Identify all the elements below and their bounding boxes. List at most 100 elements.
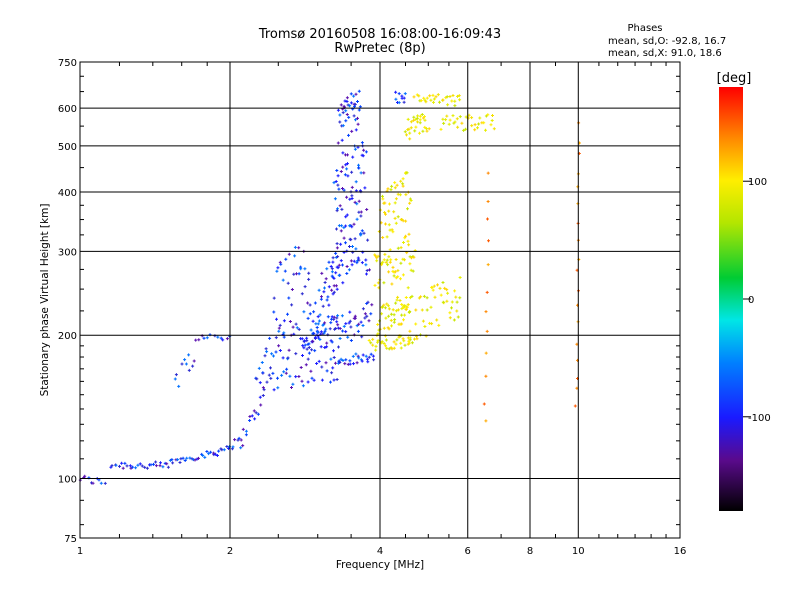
data-point [434,95,438,99]
data-point [470,124,474,128]
data-point [239,438,243,442]
data-point [340,138,344,142]
data-point [349,101,353,105]
data-point [425,96,429,100]
data-point [351,155,355,159]
data-point [336,314,340,318]
data-point [332,290,336,294]
data-point [396,308,400,312]
data-point [402,339,406,343]
data-point [353,147,357,151]
data-point [416,120,419,124]
data-point [191,364,195,368]
data-point [414,308,418,312]
data-point [260,361,264,364]
x-axis-label: Frequency [MHz] [336,559,424,571]
data-point [261,394,265,397]
data-point [284,371,288,375]
data-point [382,342,386,345]
data-point [255,377,259,381]
data-point [439,293,443,297]
data-point [381,260,385,264]
data-point [277,329,281,333]
data-point [346,153,349,157]
data-point [352,222,356,226]
data-point [410,341,414,345]
data-point [383,201,387,205]
data-point [336,255,340,259]
data-point [455,117,459,121]
data-point [356,116,359,120]
x-tick-label: 8 [527,546,533,557]
data-point [363,312,367,316]
data-point [478,116,482,120]
data-point [286,281,290,285]
data-point [208,333,212,337]
data-point [363,186,367,190]
data-point [335,320,339,324]
data-point [429,98,433,102]
data-point [327,260,331,264]
data-point [263,354,267,358]
data-point [312,310,316,314]
data-point [361,154,365,158]
data-point [325,267,329,271]
data-point [317,319,321,323]
data-point [384,212,387,216]
data-point [357,199,361,203]
data-point [341,111,345,115]
data-point [376,340,379,344]
colorbar-gradient [719,87,743,511]
data-point [397,101,401,105]
series-2 [482,121,581,423]
data-point [332,356,336,359]
data-point [383,211,387,214]
data-point [225,337,229,341]
y-tick-label: 300 [58,247,77,258]
data-point [340,224,344,228]
data-point [339,242,343,246]
data-point [367,319,371,323]
data-point [258,395,262,399]
data-point [295,272,298,276]
plot-area: 1 2 4 6 8 10 16 75 100 200 300 400 500 600 750 [58,58,686,557]
data-point [305,339,309,343]
data-point [442,121,446,125]
data-point [300,379,304,383]
data-point [415,337,419,341]
data-point [460,121,464,125]
data-point [331,292,335,296]
data-point [399,179,403,183]
data-point [185,456,189,460]
data-point [91,481,95,485]
data-point [352,259,356,263]
data-point [187,353,191,357]
data-point [288,320,292,323]
data-point [332,181,336,185]
data-point [441,98,445,102]
data-point [252,409,256,413]
data-point [387,327,391,331]
data-point [261,386,265,390]
data-point [360,261,364,265]
data-point [385,346,389,350]
data-point [390,228,394,232]
data-point [274,350,278,354]
data-point [382,326,386,330]
data-point [383,306,387,310]
data-point [384,316,388,320]
data-point [248,419,252,422]
data-point [381,236,385,239]
data-point [347,133,350,137]
data-point [363,316,367,320]
data-point [317,288,321,292]
data-point [458,98,462,102]
y-axis-label: Stationary phase Virtual Height [km] [39,204,51,397]
data-point [430,322,434,326]
data-point [323,281,327,284]
data-point [337,263,341,267]
data-point [417,94,421,98]
data-point [277,344,281,348]
data-point [349,259,353,263]
x-tick-label: 4 [377,546,383,557]
